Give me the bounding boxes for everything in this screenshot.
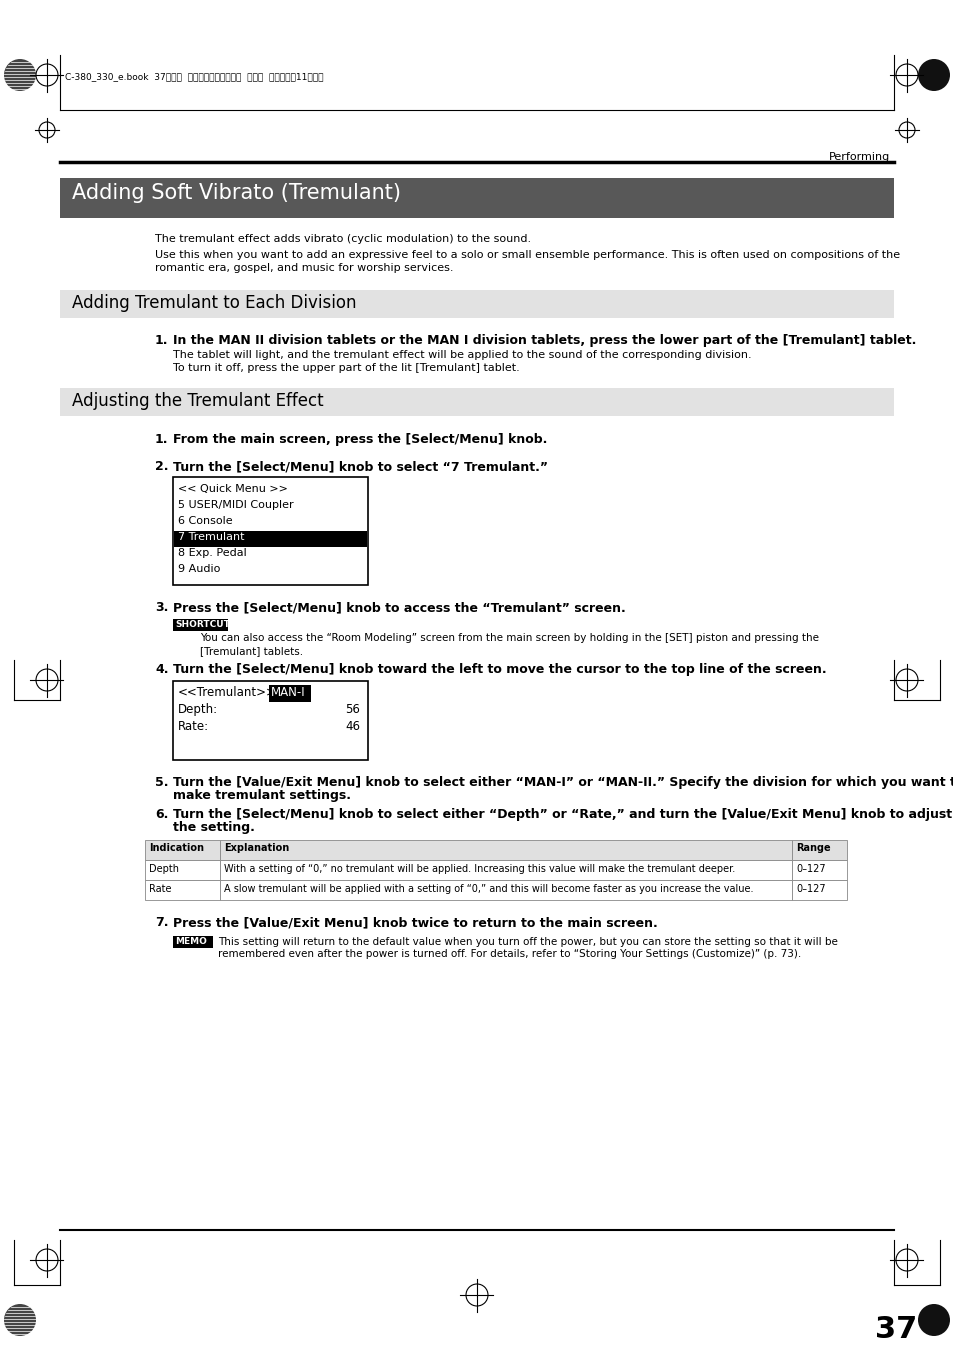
Bar [220, 880, 791, 900]
Text: << Quick Menu >>: << Quick Menu >> [178, 484, 288, 494]
Text: The tremulant effect adds vibrato (cyclic modulation) to the sound.: The tremulant effect adds vibrato (cycli… [154, 234, 531, 245]
Circle shape [4, 59, 36, 91]
Bar [60, 388, 893, 416]
Text: MEMO: MEMO [174, 938, 207, 946]
Text: 4.: 4. [154, 663, 169, 676]
Text: In the MAN II division tablets or the MAN I division tablets, press the lower pa: In the MAN II division tablets or the MA… [172, 334, 916, 347]
Text: Adding Tremulant to Each Division: Adding Tremulant to Each Division [71, 295, 356, 312]
Text: Press the [Select/Menu] knob to access the “Tremulant” screen.: Press the [Select/Menu] knob to access t… [172, 601, 625, 613]
Text: Explanation: Explanation [224, 843, 289, 852]
Bar [791, 880, 846, 900]
Text: remembered even after the power is turned off. For details, refer to “Storing Yo: remembered even after the power is turne… [218, 948, 801, 959]
Text: make tremulant settings.: make tremulant settings. [172, 789, 351, 802]
Text: 3.: 3. [154, 601, 168, 613]
Text: 37: 37 [874, 1315, 916, 1344]
Bar [172, 936, 213, 948]
Text: 6.: 6. [154, 808, 168, 821]
Text: 5 USER/MIDI Coupler: 5 USER/MIDI Coupler [178, 500, 294, 509]
Bar [60, 290, 893, 317]
Text: You can also access the “Room Modeling” screen from the main screen by holding i: You can also access the “Room Modeling” … [200, 634, 818, 643]
Text: Range: Range [795, 843, 830, 852]
Text: Press the [Value/Exit Menu] knob twice to return to the main screen.: Press the [Value/Exit Menu] knob twice t… [172, 916, 657, 929]
Bar [60, 178, 893, 218]
Text: romantic era, gospel, and music for worship services.: romantic era, gospel, and music for wors… [154, 263, 453, 273]
Text: Turn the [Value/Exit Menu] knob to select either “MAN-I” or “MAN-II.” Specify th: Turn the [Value/Exit Menu] knob to selec… [172, 775, 953, 789]
Text: Turn the [Select/Menu] knob to select “7 Tremulant.”: Turn the [Select/Menu] knob to select “7… [172, 459, 547, 473]
Bar [791, 840, 846, 861]
Text: Turn the [Select/Menu] knob toward the left to move the cursor to the top line o: Turn the [Select/Menu] knob toward the l… [172, 663, 825, 676]
Text: 2.: 2. [154, 459, 169, 473]
Text: Adjusting the Tremulant Effect: Adjusting the Tremulant Effect [71, 392, 323, 409]
Text: SHORTCUT: SHORTCUT [174, 620, 230, 630]
Text: 5.: 5. [154, 775, 169, 789]
Text: From the main screen, press the [Select/Menu] knob.: From the main screen, press the [Select/… [172, 434, 547, 446]
Bar [145, 880, 220, 900]
Text: Performing: Performing [828, 153, 889, 162]
Bar [220, 861, 791, 880]
Text: 56: 56 [345, 703, 359, 716]
Text: 8 Exp. Pedal: 8 Exp. Pedal [178, 549, 247, 558]
Text: 7 Tremulant: 7 Tremulant [178, 532, 244, 542]
Bar [220, 840, 791, 861]
Bar [145, 861, 220, 880]
Text: Depth: Depth [149, 865, 179, 874]
Text: 0–127: 0–127 [795, 884, 824, 894]
Text: 6 Console: 6 Console [178, 516, 233, 526]
Text: [Tremulant] tablets.: [Tremulant] tablets. [200, 646, 303, 657]
Text: Rate:: Rate: [178, 720, 209, 734]
Text: Indication: Indication [149, 843, 204, 852]
Text: With a setting of “0,” no tremulant will be applied. Increasing this value will : With a setting of “0,” no tremulant will… [224, 865, 735, 874]
Text: 1.: 1. [154, 434, 169, 446]
Bar [172, 619, 228, 631]
Text: A slow tremulant will be applied with a setting of “0,” and this will become fas: A slow tremulant will be applied with a … [224, 884, 753, 894]
Circle shape [4, 1304, 36, 1336]
Text: 7.: 7. [154, 916, 169, 929]
Text: To turn it off, press the upper part of the lit [Tremulant] tablet.: To turn it off, press the upper part of … [172, 363, 519, 373]
Text: Depth:: Depth: [178, 703, 218, 716]
Bar [791, 861, 846, 880]
Bar [172, 681, 368, 761]
Bar [269, 685, 311, 703]
Bar [145, 840, 220, 861]
Text: Use this when you want to add an expressive feel to a solo or small ensemble per: Use this when you want to add an express… [154, 250, 900, 259]
Bar [173, 531, 367, 547]
Text: MAN-I: MAN-I [271, 686, 305, 698]
Text: 0–127: 0–127 [795, 865, 824, 874]
Text: Rate: Rate [149, 884, 172, 894]
Text: Turn the [Select/Menu] knob to select either “Depth” or “Rate,” and turn the [Va: Turn the [Select/Menu] knob to select ei… [172, 808, 951, 821]
Text: Adding Soft Vibrato (Tremulant): Adding Soft Vibrato (Tremulant) [71, 182, 400, 203]
Text: This setting will return to the default value when you turn off the power, but y: This setting will return to the default … [218, 938, 837, 947]
Text: 1.: 1. [154, 334, 169, 347]
Circle shape [917, 59, 949, 91]
Text: The tablet will light, and the tremulant effect will be applied to the sound of : The tablet will light, and the tremulant… [172, 350, 751, 359]
Circle shape [917, 1304, 949, 1336]
Text: <<Tremulant>>: <<Tremulant>> [178, 686, 276, 698]
Bar [172, 477, 368, 585]
Text: 46: 46 [345, 720, 359, 734]
Text: the setting.: the setting. [172, 821, 254, 834]
Text: C-380_330_e.book  37ページ  ２０１０年４月２８日  水曜日  午後１０時11１１分: C-380_330_e.book 37ページ ２０１０年４月２８日 水曜日 午後… [65, 73, 323, 81]
Text: 9 Audio: 9 Audio [178, 563, 220, 574]
